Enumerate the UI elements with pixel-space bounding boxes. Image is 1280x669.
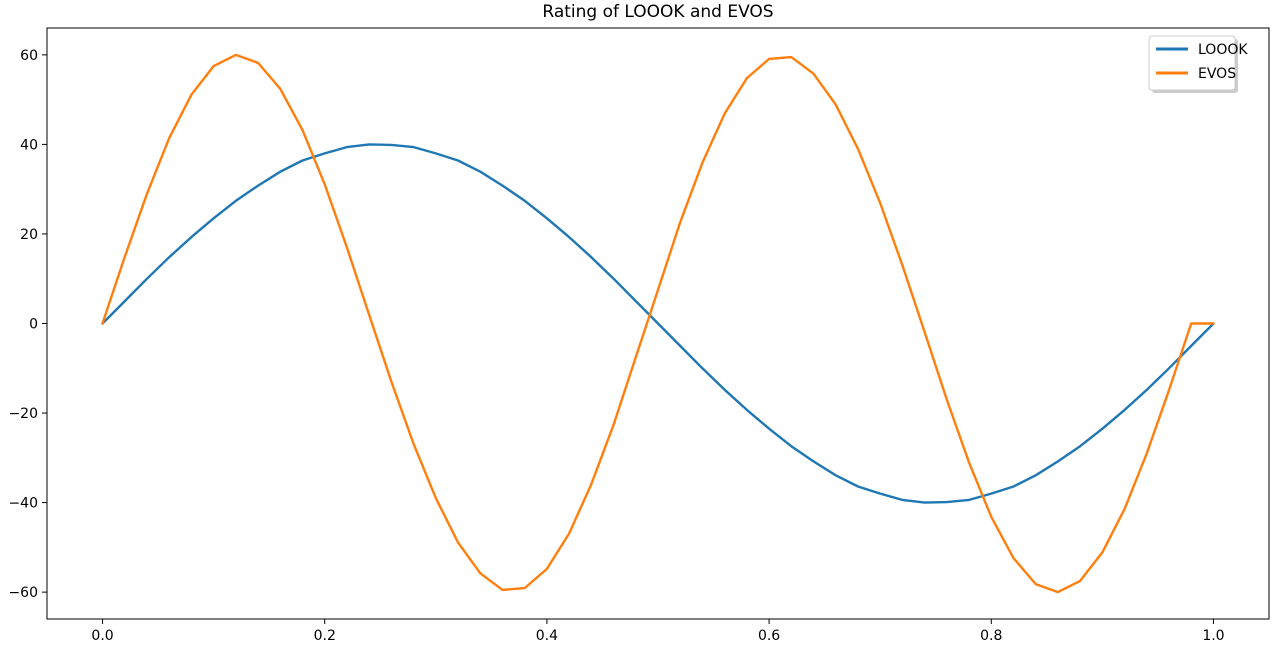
y-axis: −60 −40 −20 0 20 40 60	[8, 48, 47, 601]
y-tick-label: −40	[8, 496, 38, 512]
x-tick-label: 0.2	[314, 628, 336, 644]
x-tick-label: 1.0	[1202, 628, 1224, 644]
series-line-loook	[101, 143, 1215, 504]
legend[interactable]: LOOOK EVOS	[1148, 35, 1248, 93]
y-tick-label: 0	[29, 317, 38, 333]
y-tick-label: 40	[20, 137, 38, 153]
y-tick-label: −20	[8, 406, 38, 422]
x-tick-label: 0.8	[980, 628, 1002, 644]
x-axis: 0.0 0.2 0.4 0.6 0.8 1.0	[91, 619, 1225, 644]
y-tick-label: −60	[8, 585, 38, 601]
y-tick-label: 60	[20, 48, 38, 64]
series-lines	[101, 53, 1215, 594]
legend-label-evos: EVOS	[1198, 66, 1236, 82]
x-tick-label: 0.4	[536, 628, 558, 644]
x-tick-label: 0.6	[758, 628, 780, 644]
chart-title: Rating of LOOOK and EVOS	[542, 2, 773, 22]
series-line-evos	[101, 53, 1215, 594]
legend-label-looook: LOOOK	[1198, 42, 1248, 58]
x-tick-label: 0.0	[91, 628, 113, 644]
y-tick-label: 20	[20, 227, 38, 243]
